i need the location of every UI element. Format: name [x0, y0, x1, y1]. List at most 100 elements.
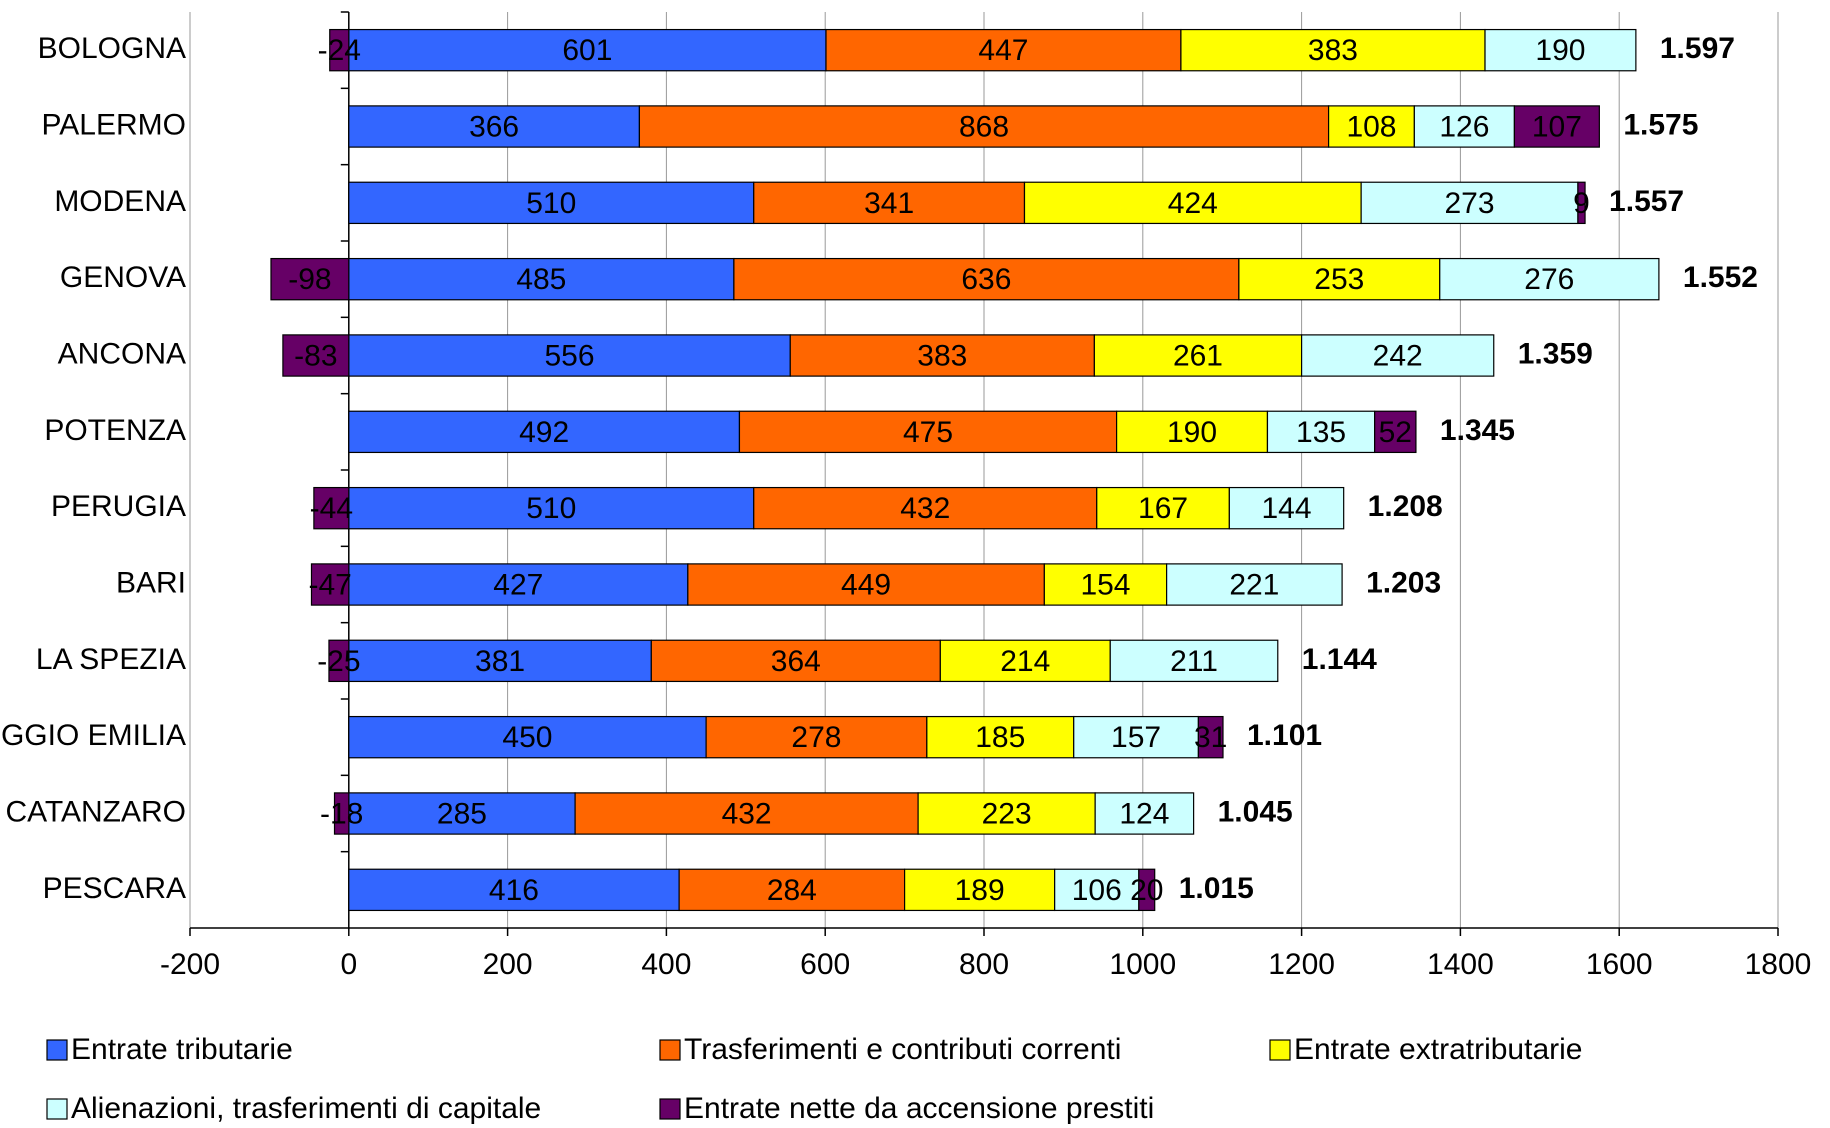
y-tick-label: PERUGIA — [51, 490, 186, 523]
bar-segment — [328, 639, 350, 683]
bar-segment — [917, 792, 1096, 835]
bar-segment — [825, 28, 1182, 72]
value-label: 366 — [469, 110, 519, 143]
bar-segment — [310, 563, 350, 606]
bar-segment — [678, 868, 906, 912]
value-label: 189 — [955, 874, 1005, 907]
y-tick-label: CATANZARO — [5, 795, 186, 828]
value-label: 341 — [864, 187, 914, 220]
legend-swatch — [46, 1039, 68, 1061]
value-label: 144 — [1261, 492, 1311, 525]
bar-segment — [1093, 334, 1303, 377]
value-label: 223 — [982, 797, 1032, 830]
value-label: 450 — [502, 721, 552, 754]
value-label: 154 — [1080, 568, 1130, 601]
y-tick-label: POTENZA — [44, 414, 186, 447]
value-label: 416 — [489, 874, 539, 907]
total-label: 1.345 — [1440, 414, 1515, 447]
value-label: -47 — [308, 568, 351, 601]
value-label: 424 — [1168, 187, 1218, 220]
value-label: 276 — [1524, 263, 1574, 296]
x-tick-label: 1000 — [1109, 948, 1176, 981]
value-label: 20 — [1130, 874, 1163, 907]
x-tick-label: 1600 — [1586, 948, 1653, 981]
bar-segment — [1439, 257, 1660, 301]
bar-segment — [333, 792, 350, 835]
bar-segment — [1180, 28, 1486, 72]
x-tick-label: 400 — [641, 948, 691, 981]
legend-swatch — [46, 1098, 68, 1120]
value-label: -83 — [294, 339, 337, 372]
bar-segment — [329, 28, 350, 72]
y-tick-label: BARI — [116, 566, 186, 599]
value-label: 475 — [903, 416, 953, 449]
bar-segment — [1054, 868, 1140, 912]
bar-segment — [1023, 181, 1362, 225]
value-label: 868 — [959, 110, 1009, 143]
legend-swatch — [1269, 1039, 1291, 1061]
bar-segment — [313, 486, 350, 530]
y-tick-label: GENOVA — [60, 261, 186, 294]
value-label: 636 — [961, 263, 1011, 296]
bar-segment — [348, 868, 680, 912]
bar-segment — [348, 334, 791, 377]
bar-segment — [348, 563, 689, 606]
bar-segment — [1300, 334, 1495, 377]
y-tick-label: ANCONA — [58, 337, 186, 370]
value-label: 432 — [900, 492, 950, 525]
y-tick-label: PESCARA — [43, 872, 186, 905]
value-label: 510 — [526, 187, 576, 220]
value-label: 221 — [1229, 568, 1279, 601]
x-tick-label: 0 — [340, 948, 357, 981]
bar-segment — [348, 28, 827, 72]
x-tick-label: 1400 — [1427, 948, 1494, 981]
total-label: 1.144 — [1302, 643, 1377, 676]
bar-segment — [926, 715, 1075, 759]
value-label: -18 — [320, 797, 363, 830]
value-label: 242 — [1373, 339, 1423, 372]
bar-segment — [1073, 715, 1199, 759]
bar-segment — [1266, 410, 1376, 454]
total-label: 1.359 — [1518, 337, 1593, 370]
value-label: 190 — [1535, 34, 1585, 67]
x-tick-label: -200 — [160, 948, 220, 981]
value-label: 214 — [1000, 645, 1050, 678]
total-label: 1.552 — [1683, 261, 1758, 294]
value-label: 261 — [1173, 339, 1223, 372]
bar-segment — [733, 257, 1240, 301]
bar-segment — [939, 639, 1111, 683]
bar-segment — [348, 105, 641, 148]
value-label: 124 — [1119, 797, 1169, 830]
bar-segment — [270, 257, 350, 301]
total-label: 1.597 — [1660, 32, 1735, 65]
value-label: 383 — [1308, 34, 1358, 67]
total-label: 1.203 — [1366, 566, 1441, 599]
bar-segment — [1043, 563, 1168, 606]
bar-segment — [1115, 410, 1269, 454]
total-label: 1.208 — [1368, 490, 1443, 523]
value-label: 556 — [545, 339, 595, 372]
value-label: 285 — [437, 797, 487, 830]
value-label: 273 — [1444, 187, 1494, 220]
value-label: 253 — [1314, 263, 1364, 296]
value-label: 211 — [1170, 645, 1218, 678]
bar-segment — [348, 486, 755, 530]
x-tick-label: 1200 — [1268, 948, 1335, 981]
value-label: 185 — [975, 721, 1025, 754]
value-label: 601 — [562, 34, 612, 67]
value-label: 427 — [493, 568, 543, 601]
bar-segment — [1166, 563, 1343, 606]
x-tick-label: 600 — [800, 948, 850, 981]
value-label: 449 — [841, 568, 891, 601]
total-label: 1.557 — [1609, 185, 1684, 218]
value-label: 190 — [1167, 416, 1217, 449]
value-label: 383 — [917, 339, 967, 372]
legend-label: Alienazioni, trasferimenti di capitale — [71, 1092, 541, 1125]
value-label: 31 — [1194, 721, 1227, 754]
x-tick-label: 200 — [483, 948, 533, 981]
bar-segment — [1327, 105, 1415, 148]
legend-label: Trasferimenti e contributi correnti — [684, 1033, 1121, 1066]
value-label: 485 — [516, 263, 566, 296]
bar-segment — [1138, 868, 1156, 912]
